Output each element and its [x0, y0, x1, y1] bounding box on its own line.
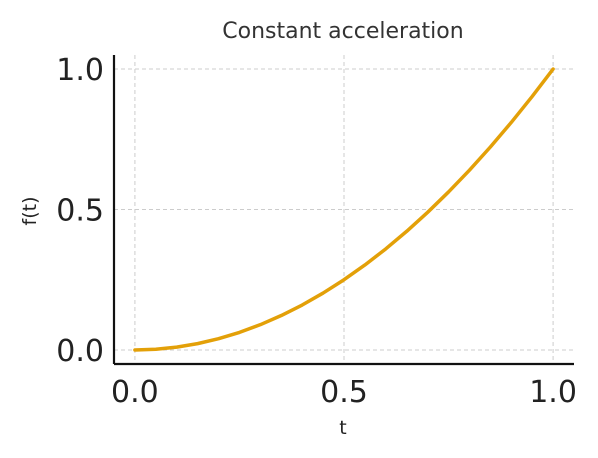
y-axis-label: f(t)	[19, 197, 41, 226]
y-tick-label: 1.0	[56, 53, 104, 88]
y-tick-label: 0.5	[56, 194, 104, 229]
y-tick-label: 0.0	[56, 334, 104, 369]
x-tick-label: 0.0	[111, 375, 159, 410]
x-tick-label: 1.0	[529, 375, 577, 410]
grid	[114, 55, 574, 364]
series-line	[133, 67, 555, 352]
x-axis-label: t	[339, 417, 346, 439]
chart-title: Constant acceleration	[222, 19, 463, 44]
ticks-group: 0.0 0.5 1.0 0.0 0.5 1.0	[56, 53, 577, 410]
x-tick-label: 0.5	[320, 375, 368, 410]
series-group	[133, 67, 555, 352]
